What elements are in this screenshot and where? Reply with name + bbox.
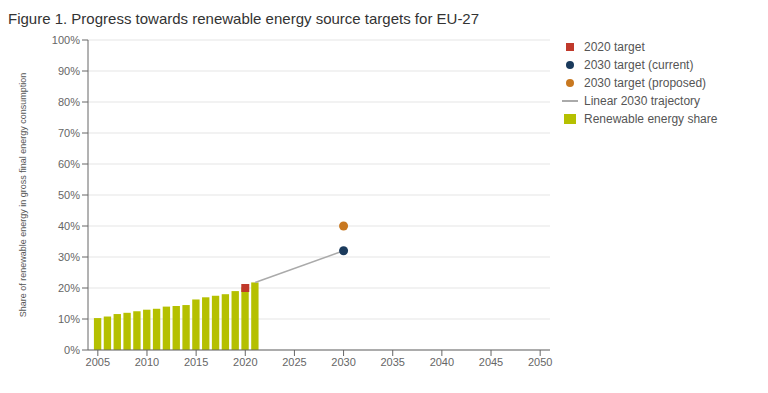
svg-text:2025: 2025	[282, 356, 306, 368]
svg-text:2015: 2015	[184, 356, 208, 368]
svg-text:70%: 70%	[58, 127, 80, 139]
svg-text:2050: 2050	[528, 356, 552, 368]
svg-text:2030: 2030	[331, 356, 355, 368]
html-text:Figure 1. Progress towards ren: Figure 1. Progress towards renewable ene…	[8, 10, 480, 27]
svg-text:60%: 60%	[58, 158, 80, 170]
svg-text:10%: 10%	[58, 313, 80, 325]
svg-text:0%: 0%	[64, 344, 80, 356]
svg-text:50%: 50%	[58, 189, 80, 201]
html-text:2020 target: 2020 target	[584, 40, 645, 54]
svg-text:2035: 2035	[380, 356, 404, 368]
svg-text:20%: 20%	[58, 282, 80, 294]
svg-text:2045: 2045	[479, 356, 503, 368]
html-text:Renewable energy share: Renewable energy share	[584, 112, 718, 126]
svg-text:2005: 2005	[86, 356, 110, 368]
svg-text:40%: 40%	[58, 220, 80, 232]
svg-text:80%: 80%	[58, 96, 80, 108]
html-text:2030 target (proposed): 2030 target (proposed)	[584, 76, 707, 90]
svg-text:30%: 30%	[58, 251, 80, 263]
svg-text:100%: 100%	[52, 34, 80, 46]
html-text:Linear 2030 trajectory: Linear 2030 trajectory	[584, 94, 701, 108]
svg-text:2040: 2040	[430, 356, 454, 368]
svg-text:2020: 2020	[233, 356, 257, 368]
html-text:2030 target (current): 2030 target (current)	[584, 58, 694, 72]
svg-text:90%: 90%	[58, 65, 80, 77]
svg-text:Share of renewable energy in g: Share of renewable energy in gross final…	[18, 73, 28, 318]
svg-text:2010: 2010	[135, 356, 159, 368]
